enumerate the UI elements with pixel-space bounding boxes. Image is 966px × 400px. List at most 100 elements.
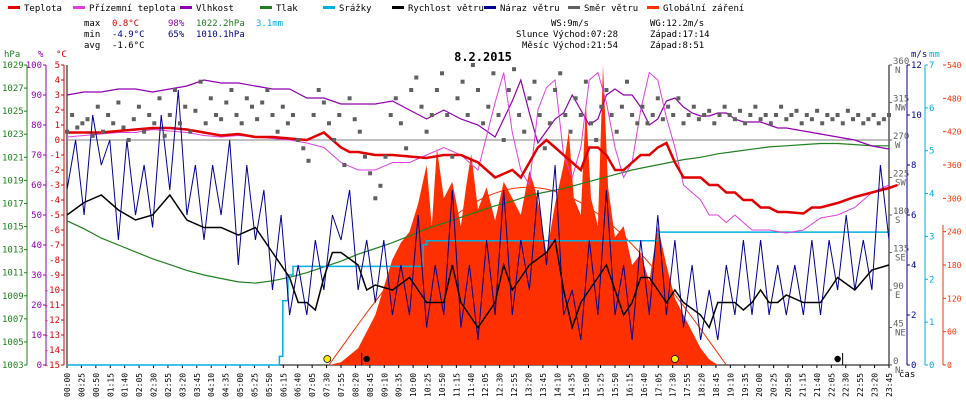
wind-dir-dot: [753, 104, 758, 109]
wind-dir-dot: [512, 67, 516, 72]
wind-dir-dot: [316, 88, 321, 92]
legend-label-9: Globální záření: [663, 4, 744, 14]
x-tick-label: 00:50: [92, 373, 101, 397]
humidity-tick-label: 100: [26, 61, 42, 71]
x-tick-label: 08:45: [366, 373, 375, 397]
x-tick-label: 12:30: [496, 373, 505, 397]
radiation-area: [329, 65, 718, 365]
x-tick-label: 05:00: [236, 373, 245, 397]
pressure-tick-label: 1029: [2, 61, 24, 71]
wind-ws: WS:9m/s: [551, 19, 589, 29]
wind-dir-dot: [768, 121, 773, 126]
wind-dir-dot: [779, 104, 784, 109]
wind-speed-tick-label: 10: [911, 111, 922, 121]
wind-dir-dot: [157, 96, 162, 101]
wind-dir-dot: [825, 113, 830, 117]
legend-label-4: Tlak: [276, 4, 298, 14]
wind-dir-dot: [224, 100, 229, 105]
wind-dir-dot: [481, 121, 486, 126]
pressure-tick-label: 1021: [2, 153, 24, 163]
wind-dir-dot: [434, 88, 439, 92]
moonrise-marker: [834, 355, 841, 363]
x-tick-label: 01:15: [106, 373, 115, 397]
x-tick-label: 06:15: [279, 373, 288, 397]
wind-dir-dot: [558, 71, 563, 76]
wind-dir-deg-label: 360: [893, 57, 909, 67]
wind-dir-dot: [732, 117, 737, 122]
sunset-marker: [671, 355, 679, 363]
temperature-axis-unit: °C: [56, 50, 67, 60]
wind-dir-dot: [635, 121, 640, 126]
pressure-tick-label: 1009: [2, 292, 24, 302]
pressure-tick-label: 1005: [2, 338, 24, 348]
x-tick-label: 18:45: [712, 373, 721, 397]
x-tick-label: 14:10: [553, 373, 562, 397]
humidity-tick-label: 80: [31, 121, 42, 131]
x-axis-label: čas: [899, 369, 915, 380]
temperature-tick-label: -1: [49, 151, 60, 161]
wind-dir-deg-label: 0: [893, 357, 898, 367]
wind-dir-dot: [748, 113, 753, 117]
wind-dir-compass-label: N: [895, 366, 900, 376]
wind-dir-dot: [640, 104, 645, 109]
wind-dir-dot: [121, 125, 126, 130]
pressure-tick-label: 1015: [2, 223, 24, 233]
temperature-tick-label: 3: [55, 91, 60, 101]
wind-dir-dot: [830, 117, 835, 122]
wind-dir-dot: [332, 138, 337, 142]
wind-dir-dot: [229, 88, 234, 92]
x-tick-label: 02:55: [164, 373, 173, 397]
legend-label-6: Rychlost větru: [408, 4, 484, 14]
temperature-tick-label: -10: [44, 286, 60, 296]
pressure-tick-label: 1019: [2, 176, 24, 186]
wind-speed-tick-label: 0: [911, 361, 916, 371]
wind-dir-dot: [845, 108, 850, 113]
wind-dir-dot: [666, 104, 671, 109]
x-tick-label: 14:35: [568, 373, 577, 397]
wind-speed-line: [66, 193, 890, 331]
x-tick-label: 17:30: [669, 373, 678, 397]
wind-dir-dot: [815, 108, 820, 113]
x-tick-label: 11:40: [467, 373, 476, 397]
x-tick-label: 18:20: [698, 373, 707, 397]
wind-dir-dot: [440, 71, 444, 76]
temperature-tick-label: -6: [49, 226, 60, 236]
stat-max-temp: 0.8°C: [112, 19, 139, 29]
wind-dir-dot: [357, 129, 362, 134]
pressure-tick-label: 1017: [2, 199, 24, 209]
x-tick-label: 09:35: [395, 373, 404, 397]
humidity-tick-label: 10: [31, 331, 42, 341]
legend: Teplota Přízemní teplota Vlhkost Tlak Srážky…: [8, 4, 744, 14]
wind-dir-dot: [152, 121, 157, 126]
plot-area: [65, 63, 899, 366]
pressure-tick-label: 1025: [2, 107, 24, 117]
x-tick-label: 21:15: [798, 373, 807, 397]
x-tick-label: 05:50: [265, 373, 274, 397]
temperature-tick-label: -11: [44, 301, 60, 311]
wind-dir-dot: [234, 113, 239, 117]
wind-speed-tick-label: 2: [911, 311, 916, 321]
humidity-tick-label: 90: [31, 91, 42, 101]
legend-label-7: Náraz větru: [500, 4, 560, 14]
wind-dir-dot: [460, 79, 465, 84]
wind-dir-dot: [743, 121, 748, 126]
wind-dir-dot: [470, 63, 475, 67]
wind-dir-dot: [547, 121, 552, 126]
wind-dir-dot: [142, 129, 147, 134]
wind-dir-dot: [871, 113, 876, 117]
temperature-tick-label: -12: [44, 316, 60, 326]
wind-dir-dot: [188, 129, 193, 134]
wind-speed-tick-label: 6: [911, 211, 916, 221]
x-tick-label: 10:00: [409, 373, 418, 397]
x-tick-label: 23:20: [871, 373, 880, 397]
wind-dir-compass-label: S: [895, 216, 900, 226]
wind-dir-dot: [583, 79, 588, 84]
wind-dir-dot: [809, 117, 814, 122]
legend-swatch-6: [392, 6, 404, 9]
wind-dir-dot: [794, 108, 799, 113]
pressure-tick-label: 1007: [2, 315, 24, 325]
temperature-tick-label: -2: [49, 166, 60, 176]
wind-dir-dot: [75, 125, 80, 130]
wind-dir-dot: [285, 121, 290, 126]
temperature-tick-label: -13: [44, 331, 60, 341]
